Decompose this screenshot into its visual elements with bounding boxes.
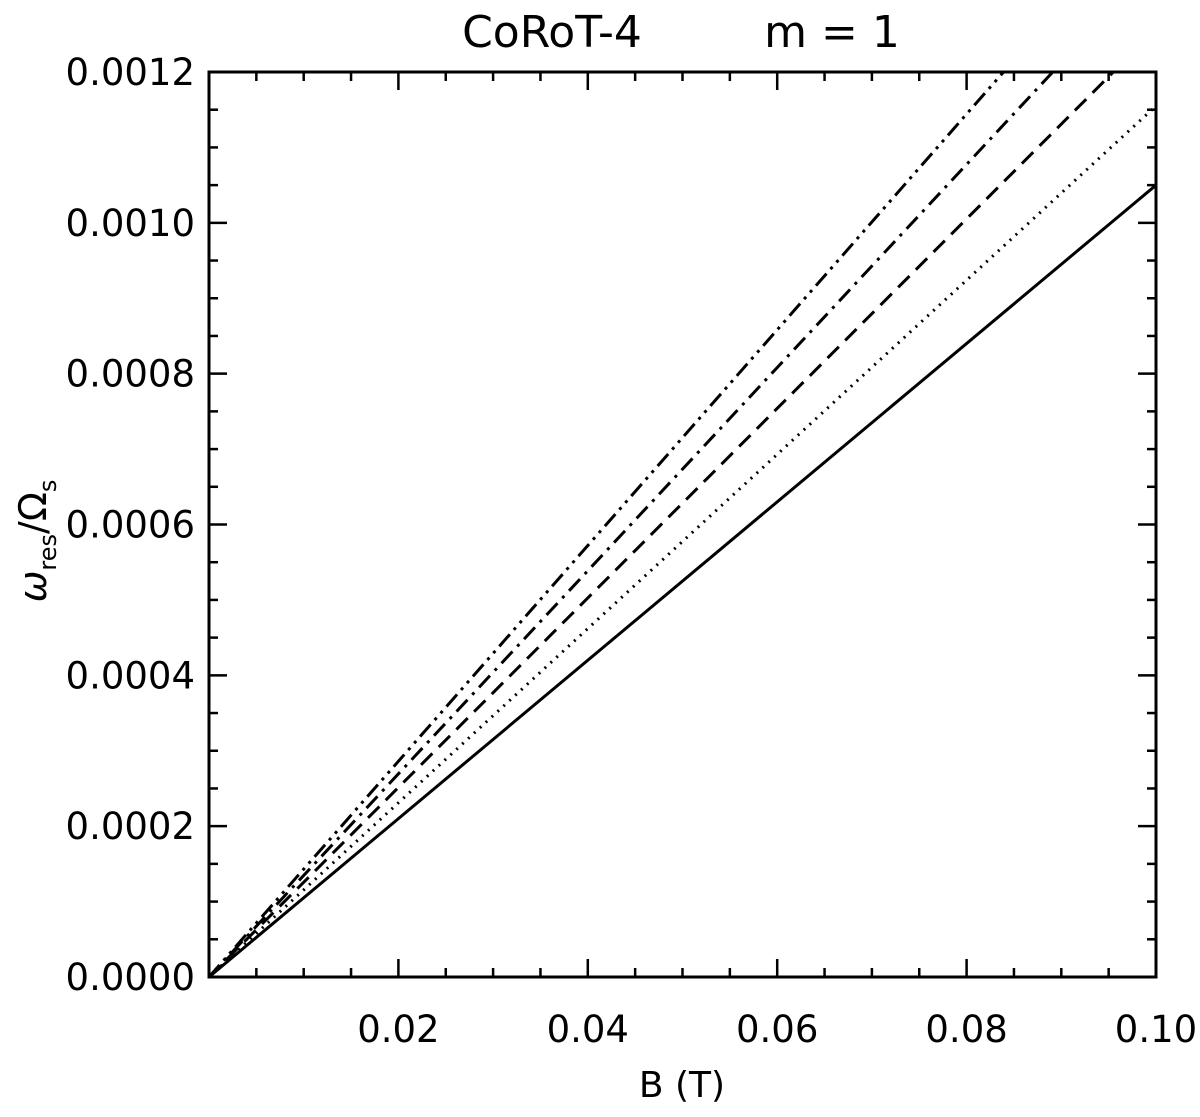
y-axis-title-omega-subscript: res <box>34 534 62 571</box>
y-axis-title: ωres/Ωs <box>11 480 62 603</box>
ticks-layer <box>209 72 1156 977</box>
y-tick-label: 0.0002 <box>66 805 195 848</box>
x-tick-label: 0.02 <box>357 1008 439 1051</box>
chart-title: CoRoT-4 <box>462 7 642 58</box>
series-line-dotted <box>209 104 1156 977</box>
series-line-dash-dot <box>209 72 1054 977</box>
y-tick-label: 0.0012 <box>66 51 195 94</box>
x-tick-label: 0.06 <box>736 1008 818 1051</box>
series-line-dash-dot-dot <box>209 72 1005 977</box>
y-tick-label: 0.0004 <box>66 654 195 697</box>
series-line-dashed <box>209 72 1115 977</box>
y-tick-label: 0.0006 <box>66 504 195 547</box>
y-tick-label: 0.0000 <box>66 956 195 999</box>
y-tick-labels: 0.0000 0.0002 0.0004 0.0006 0.0008 0.0010 0.00… <box>66 51 195 999</box>
y-axis-title-slash: / <box>11 521 55 534</box>
x-tick-label: 0.08 <box>925 1008 1007 1051</box>
series-layer <box>209 72 1156 977</box>
x-tick-label: 0.04 <box>547 1008 629 1051</box>
chart-title-group: CoRoT-4 m = 1 <box>462 7 900 58</box>
y-axis-title-Omega: Ω <box>11 492 55 521</box>
series-line-solid <box>209 183 1156 977</box>
y-axis-title-Omega-subscript: s <box>34 480 62 493</box>
x-tick-labels: 0.02 0.04 0.06 0.08 0.10 <box>357 1008 1197 1051</box>
y-axis-title-omega: ω <box>11 571 55 603</box>
plot-frame <box>207 70 1158 979</box>
svg-text:ωres/Ωs: ωres/Ωs <box>11 480 62 603</box>
y-tick-label: 0.0008 <box>66 353 195 396</box>
x-tick-label: 0.10 <box>1115 1008 1197 1051</box>
x-axis-title: B (T) <box>639 1065 725 1106</box>
y-tick-label: 0.0010 <box>66 202 195 245</box>
chart-subtitle: m = 1 <box>764 7 900 58</box>
